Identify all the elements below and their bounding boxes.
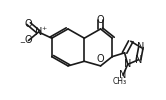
Text: +: + bbox=[41, 26, 46, 31]
Text: N: N bbox=[35, 27, 42, 37]
Text: N: N bbox=[135, 55, 142, 65]
Text: O: O bbox=[25, 19, 32, 29]
Text: O: O bbox=[97, 54, 104, 64]
Text: N: N bbox=[124, 59, 131, 69]
Text: O: O bbox=[97, 15, 104, 25]
Text: O: O bbox=[24, 36, 32, 46]
Text: −: − bbox=[19, 40, 25, 46]
Text: N: N bbox=[137, 42, 145, 52]
Text: N: N bbox=[119, 70, 127, 80]
Text: CH₃: CH₃ bbox=[113, 77, 127, 86]
